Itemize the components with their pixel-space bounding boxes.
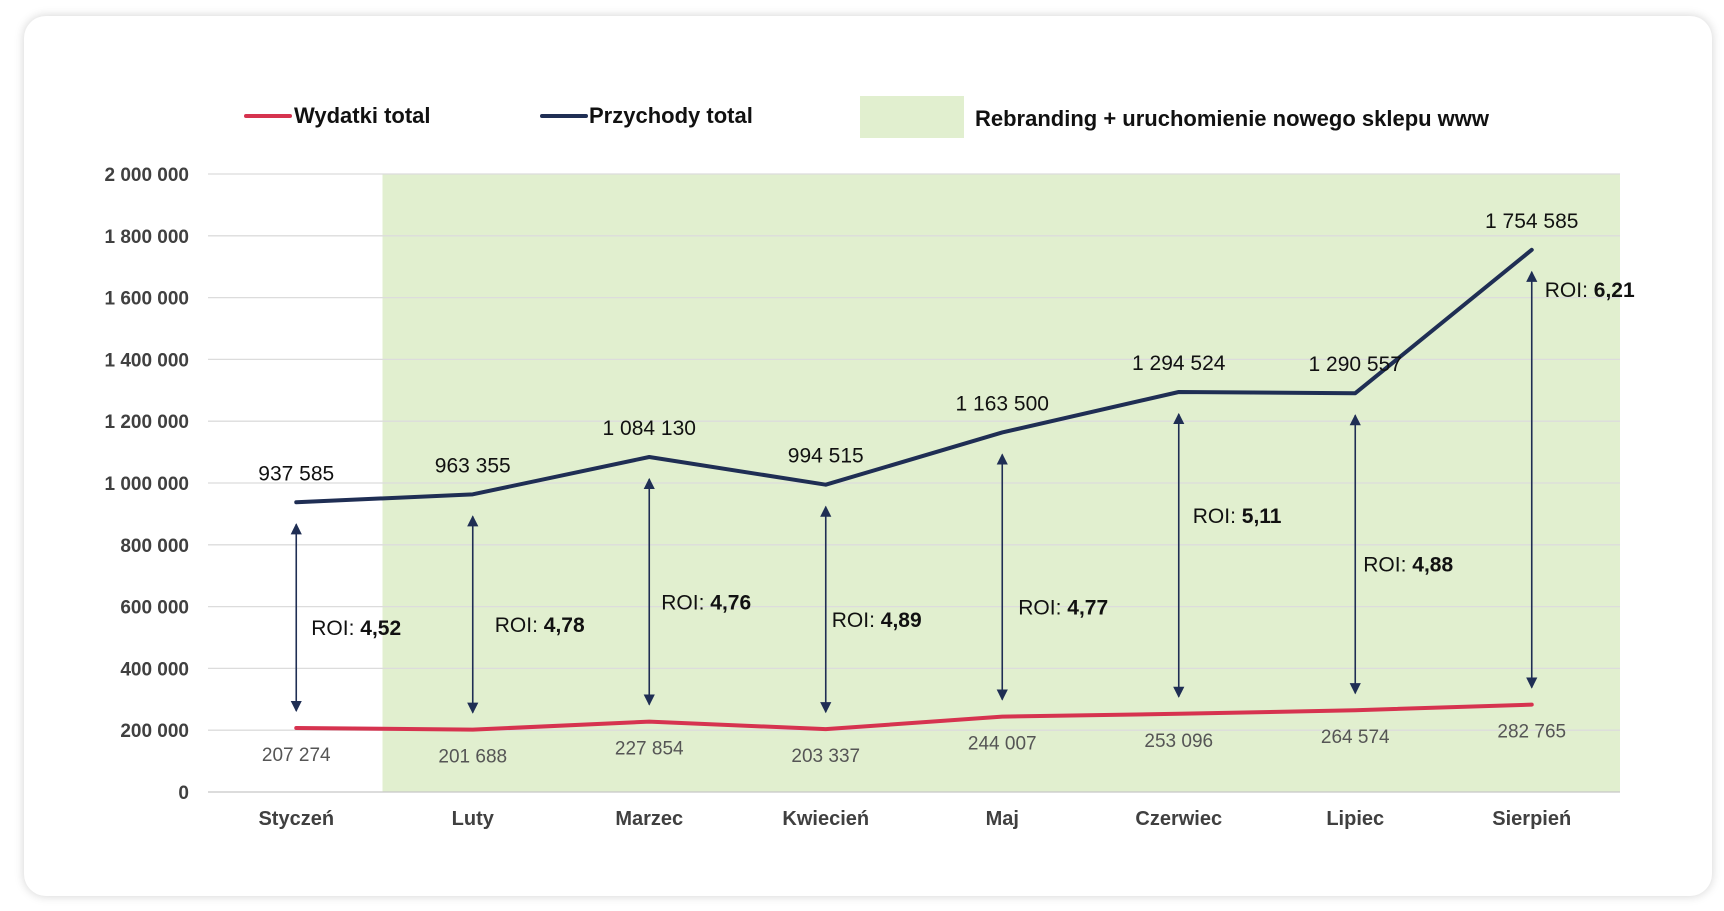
legend-label-revenue: Przychody total	[589, 103, 753, 128]
x-tick-label: Czerwiec	[1135, 808, 1222, 830]
expense-data-label: 282 765	[1497, 722, 1566, 743]
legend-label-expenses: Wydatki total	[294, 103, 431, 128]
revenue-data-label: 1 290 557	[1309, 353, 1402, 376]
roi-label: ROI: 4,52	[311, 617, 401, 640]
x-tick-label: Luty	[452, 808, 495, 830]
y-tick-label: 400 000	[120, 659, 189, 680]
y-tick-label: 1 800 000	[104, 227, 189, 248]
roi-label: ROI: 4,76	[661, 591, 751, 614]
x-tick-label: Kwiecień	[782, 808, 869, 830]
x-tick-label: Sierpień	[1492, 808, 1571, 830]
y-tick-label: 2 000 000	[104, 165, 189, 186]
legend-swatch-highlight	[860, 96, 964, 138]
expense-data-label: 253 096	[1144, 731, 1213, 752]
roi-label: ROI: 4,88	[1363, 554, 1453, 577]
x-tick-label: Marzec	[615, 808, 683, 830]
revenue-data-label: 1 754 585	[1485, 210, 1578, 233]
roi-label: ROI: 5,11	[1193, 505, 1282, 528]
roi-label: ROI: 4,78	[495, 614, 585, 637]
roi-label: ROI: 6,21	[1545, 279, 1635, 302]
expense-data-label: 244 007	[968, 734, 1037, 755]
revenue-data-label: 994 515	[788, 445, 864, 468]
series-line-revenue	[294, 247, 1534, 505]
series-line-expenses	[294, 702, 1534, 732]
y-tick-label: 600 000	[120, 598, 189, 619]
expense-data-label: 203 337	[791, 746, 860, 767]
y-tick-label: 1 000 000	[104, 474, 189, 495]
x-tick-label: Maj	[986, 808, 1019, 830]
y-tick-label: 0	[178, 783, 189, 804]
y-tick-label: 200 000	[120, 721, 189, 742]
expense-data-label: 264 574	[1321, 727, 1390, 748]
revenue-data-label: 1 163 500	[956, 392, 1049, 415]
y-tick-label: 800 000	[120, 536, 189, 557]
roi-label: ROI: 4,89	[832, 609, 922, 632]
expense-data-label: 227 854	[615, 739, 684, 760]
x-tick-label: Styczeń	[258, 808, 334, 830]
y-tick-label: 1 600 000	[104, 289, 189, 310]
legend-label-highlight: Rebranding + uruchomienie nowego sklepu …	[975, 106, 1490, 131]
y-tick-label: 1 400 000	[104, 350, 189, 371]
revenue-data-label: 937 585	[258, 462, 334, 485]
revenue-data-label: 963 355	[435, 454, 511, 477]
expense-data-label: 201 688	[438, 747, 507, 768]
expense-data-label: 207 274	[262, 745, 331, 766]
y-tick-label: 1 200 000	[104, 412, 189, 433]
revenue-data-label: 1 084 130	[603, 417, 696, 440]
roi-label: ROI: 4,77	[1018, 597, 1108, 620]
revenue-data-label: 1 294 524	[1132, 352, 1226, 375]
x-tick-label: Lipiec	[1326, 808, 1384, 830]
